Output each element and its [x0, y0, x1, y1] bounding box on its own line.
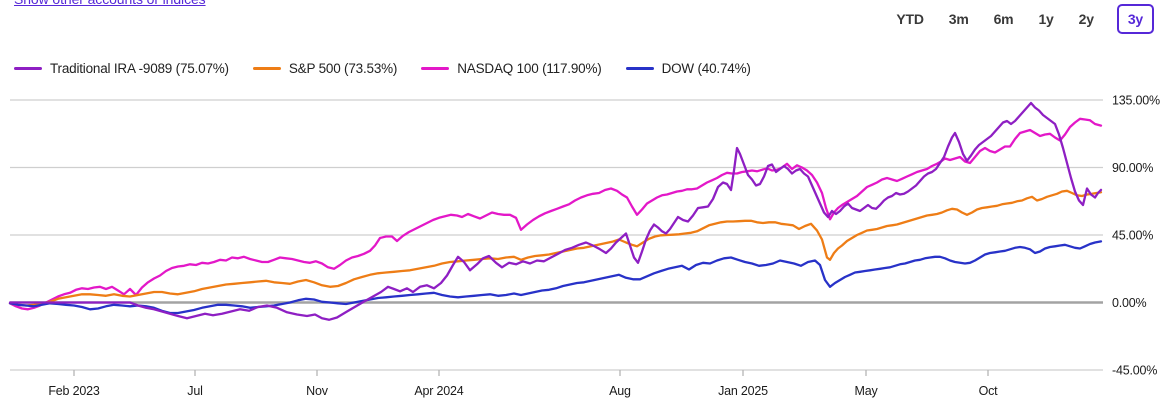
chart-area[interactable]: 135.00% 90.00% 45.00% 0.00% -45.00% Feb 2023 J… [0, 90, 1162, 407]
series-line-traditional-ira [8, 101, 1103, 321]
x-axis-label: May [854, 384, 878, 398]
y-axis-label: 0.00% [1112, 296, 1147, 310]
x-axis-label: Jan 2025 [718, 384, 768, 398]
show-other-accounts-link[interactable]: Show other accounts or indices [14, 0, 206, 7]
x-axis-label: Apr 2024 [414, 384, 463, 398]
x-axis-label: Aug [609, 384, 631, 398]
line-swatch-icon [252, 66, 281, 71]
series-line-nasdaq-100 [8, 117, 1103, 311]
x-axis-label: Nov [306, 384, 329, 398]
legend-item-sp-500[interactable]: S&P 500 (73.53%) [252, 61, 398, 76]
x-axis-label: Feb 2023 [48, 384, 99, 398]
legend-label: NASDAQ 100 (117.90%) [457, 61, 602, 76]
range-6m[interactable]: 6m [993, 11, 1014, 27]
y-axis-label: -45.00% [1112, 364, 1157, 378]
line-swatch-icon [625, 66, 654, 71]
legend-label: DOW (40.74%) [661, 61, 751, 76]
legend-item-dow[interactable]: DOW (40.74%) [625, 61, 751, 76]
legend-item-traditional-ira[interactable]: Traditional IRA -9089 (75.07%) [14, 61, 229, 76]
time-range-selector: YTD 3m 6m 1y 2y 3y [894, 4, 1154, 34]
x-axis-label: Oct [979, 384, 999, 398]
x-axis-label: Jul [187, 384, 202, 398]
range-1y[interactable]: 1y [1038, 11, 1054, 27]
series-line-dow [8, 240, 1103, 315]
y-axis-label: 135.00% [1112, 94, 1160, 108]
y-axis-label: 45.00% [1112, 229, 1153, 243]
line-swatch-icon [421, 66, 450, 71]
performance-chart[interactable]: 135.00% 90.00% 45.00% 0.00% -45.00% Feb 2023 J… [0, 90, 1162, 407]
line-swatch-icon [14, 66, 42, 71]
y-axis-label: 90.00% [1112, 161, 1153, 175]
legend-label: S&P 500 (73.53%) [288, 61, 398, 76]
range-3m[interactable]: 3m [948, 11, 969, 27]
series-line-sp-500 [8, 189, 1103, 307]
range-ytd[interactable]: YTD [896, 11, 924, 27]
legend-label: Traditional IRA -9089 (75.07%) [50, 61, 229, 76]
chart-legend: Traditional IRA -9089 (75.07%) S&P 500 (… [14, 61, 751, 76]
range-3y[interactable]: 3y [1116, 4, 1154, 34]
legend-item-nasdaq-100[interactable]: NASDAQ 100 (117.90%) [421, 61, 602, 76]
range-2y[interactable]: 2y [1078, 11, 1094, 27]
